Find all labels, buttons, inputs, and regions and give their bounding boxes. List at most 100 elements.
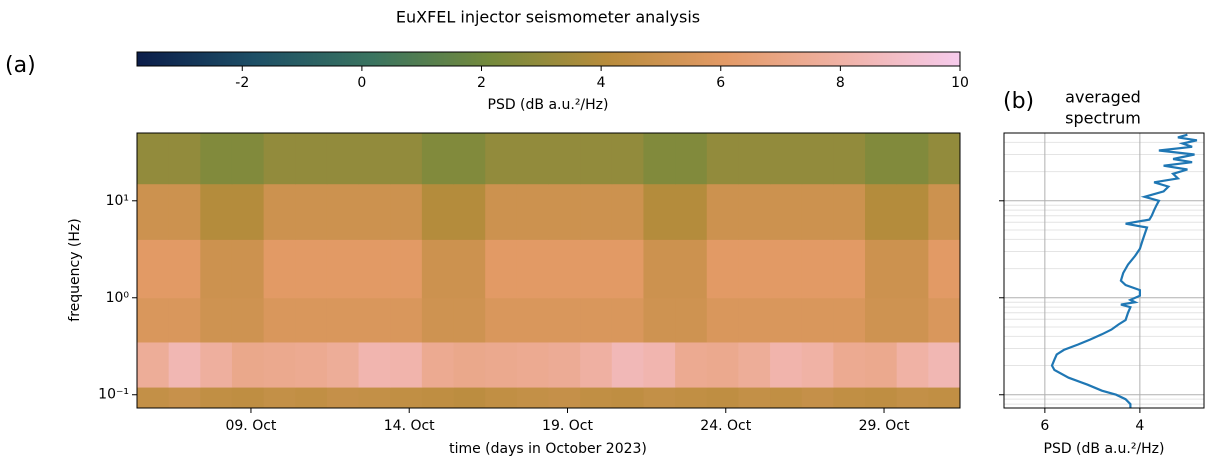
heatmap-cell xyxy=(611,387,644,409)
heatmap-cell xyxy=(295,341,328,388)
heatmap-cell xyxy=(548,341,581,388)
spectrum-line xyxy=(1050,133,1198,408)
plot-frame xyxy=(136,132,961,409)
heatmap-cell xyxy=(738,387,771,409)
heatmap-cell xyxy=(390,387,423,409)
heatmap-cell xyxy=(611,297,644,343)
colorbar-tick-label: 6 xyxy=(716,75,725,91)
heatmap-cell xyxy=(738,239,771,299)
heatmap-cell xyxy=(801,387,834,409)
heatmap-cell xyxy=(928,387,961,409)
heatmap-cell xyxy=(263,133,296,185)
heatmap-cell xyxy=(516,183,549,240)
heatmap-cell xyxy=(263,297,296,343)
heatmap-cell xyxy=(326,387,360,409)
heatmap-cell xyxy=(580,239,613,299)
heatmap-cell xyxy=(865,341,898,388)
heatmap-cell xyxy=(295,239,328,299)
heatmap-cell xyxy=(453,183,486,240)
panel-label: (a) xyxy=(5,53,36,78)
heatmap-cell xyxy=(611,183,644,240)
heatmap-cell xyxy=(168,387,201,409)
x-tick-label: 09. Oct xyxy=(225,418,276,434)
heatmap-cell xyxy=(548,133,581,185)
heatmap-cell xyxy=(358,183,391,240)
heatmap-cell xyxy=(231,297,265,343)
heatmap-cell xyxy=(738,341,771,388)
x-tick-label: 29. Oct xyxy=(859,418,910,434)
heatmap-cell xyxy=(390,133,423,185)
heatmap-cell xyxy=(326,183,360,240)
heatmap-cell xyxy=(200,387,233,409)
heatmap-cell xyxy=(295,133,328,185)
y-tick-label: 10¹ xyxy=(106,193,129,209)
heatmap-cell xyxy=(326,133,360,185)
figure-title: EuXFEL injector seismometer analysis xyxy=(396,8,700,27)
heatmap-cell xyxy=(358,387,391,409)
heatmap-cell xyxy=(801,133,834,185)
heatmap-cell xyxy=(706,133,739,185)
heatmap-cell xyxy=(295,387,328,409)
heatmap-cell xyxy=(643,341,676,388)
heatmap-cell xyxy=(295,183,328,240)
heatmap-cell xyxy=(896,133,929,185)
heatmap-cell xyxy=(358,297,391,343)
heatmap-cell xyxy=(421,341,455,388)
heatmap-cell xyxy=(200,133,233,185)
heatmap-cell xyxy=(485,387,518,409)
heatmap-cell xyxy=(421,239,455,299)
heatmap-cell xyxy=(548,183,581,240)
heatmap-cell xyxy=(770,297,803,343)
heatmap-cell xyxy=(801,183,834,240)
heatmap-cell xyxy=(548,239,581,299)
heatmap-cell xyxy=(675,341,708,388)
heatmap-cell xyxy=(263,341,296,388)
heatmap-cell xyxy=(390,341,423,388)
heatmap-cell xyxy=(326,341,360,388)
heatmap-cell xyxy=(833,387,866,409)
heatmap-cell xyxy=(865,183,898,240)
heatmap-cell xyxy=(580,387,613,409)
heatmap-cell xyxy=(485,297,518,343)
heatmap-cell xyxy=(137,341,170,388)
panel-title: averaged xyxy=(1065,88,1141,107)
heatmap-cell xyxy=(390,297,423,343)
heatmap-cell xyxy=(516,297,549,343)
heatmap-cell xyxy=(738,297,771,343)
heatmap-cell xyxy=(580,183,613,240)
heatmap-cell xyxy=(833,133,866,185)
heatmap-cell xyxy=(770,341,803,388)
heatmap-cell xyxy=(928,239,961,299)
heatmap-cell xyxy=(137,239,170,299)
heatmap-cell xyxy=(137,297,170,343)
heatmap-cell xyxy=(137,387,170,409)
heatmap-cell xyxy=(580,133,613,185)
x-axis-label: PSD (dB a.u.²/Hz) xyxy=(1044,441,1165,457)
heatmap-cell xyxy=(453,341,486,388)
heatmap-cell xyxy=(675,297,708,343)
heatmap-cell xyxy=(706,239,739,299)
heatmap-cell xyxy=(865,387,898,409)
heatmap-cell xyxy=(770,133,803,185)
heatmap-cell xyxy=(263,239,296,299)
colorbar-tick-label: -2 xyxy=(235,75,249,91)
heatmap-cell xyxy=(833,183,866,240)
heatmap-cell xyxy=(548,387,581,409)
colorbar-tick-label: 8 xyxy=(836,75,845,91)
heatmap-cell xyxy=(611,239,644,299)
heatmap-cell xyxy=(485,239,518,299)
colorbar-tick-label: 10 xyxy=(951,75,969,91)
panel-title: spectrum xyxy=(1065,109,1141,128)
heatmap-cell xyxy=(865,133,898,185)
heatmap-cell xyxy=(833,239,866,299)
y-axis-label: frequency (Hz) xyxy=(67,218,83,321)
heatmap-cell xyxy=(421,297,455,343)
heatmap-cell xyxy=(231,387,265,409)
colorbar-tick-label: 0 xyxy=(357,75,366,91)
heatmap-cell xyxy=(865,239,898,299)
heatmap-cell xyxy=(231,133,265,185)
heatmap-cell xyxy=(516,341,549,388)
y-tick-label: 10⁰ xyxy=(106,290,130,306)
heatmap-cell xyxy=(168,297,201,343)
plot-frame xyxy=(1003,132,1205,409)
